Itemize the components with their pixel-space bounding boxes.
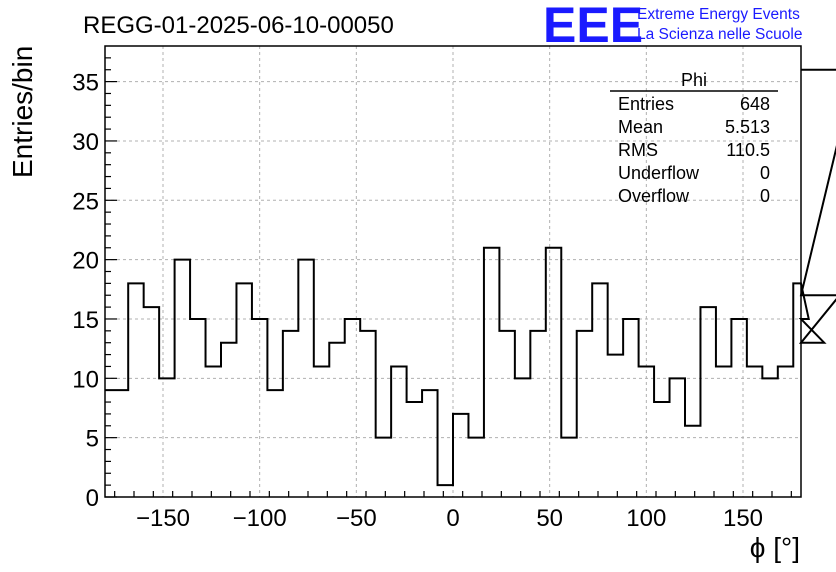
- histogram-bin: [345, 319, 360, 497]
- x-tick-labels: −150 −100 −50 0 50 100 150: [136, 505, 763, 532]
- eee-logo-line1: Extreme Energy Events: [637, 6, 800, 23]
- x-tick-label: −150: [136, 505, 190, 532]
- stats-mean-value: 5.513: [725, 117, 770, 137]
- y-tick-label: 5: [86, 426, 99, 453]
- eee-logo-line2: La Scienza nelle Scuole: [637, 26, 802, 43]
- histogram-bin: [515, 378, 530, 497]
- y-tick-label: 15: [72, 307, 99, 334]
- stats-mean-label: Mean: [618, 117, 663, 137]
- histogram-bin: [453, 414, 468, 497]
- histogram-bin: [144, 307, 159, 497]
- histogram-bin: [716, 366, 731, 497]
- x-tick-label: 100: [626, 505, 666, 532]
- stats-overflow-label: Overflow: [618, 186, 690, 206]
- histogram-bin: [422, 390, 437, 497]
- histogram-bin: [577, 331, 592, 497]
- histogram-bin: [267, 390, 282, 497]
- x-tick-label: −100: [233, 505, 287, 532]
- stats-overflow-value: 0: [760, 186, 770, 206]
- histogram-bin: [283, 331, 298, 497]
- x-tick-label: −50: [336, 505, 377, 532]
- histogram-bin: [530, 331, 545, 497]
- histogram-bin: [747, 366, 762, 497]
- histogram-bin: [438, 485, 453, 497]
- histogram-bin: [314, 366, 329, 497]
- histogram-bin: [731, 319, 746, 497]
- histogram-bin: [546, 248, 561, 497]
- y-tick-label: 25: [72, 188, 99, 215]
- histogram-bin: [391, 366, 406, 497]
- stats-box-name: Phi: [681, 70, 707, 90]
- histogram-bin: [128, 283, 143, 497]
- histogram-bin: [592, 283, 607, 497]
- histogram-series: [105, 68, 836, 497]
- histogram-bin: [206, 366, 221, 497]
- y-tick-label: 20: [72, 248, 99, 275]
- y-axis-title: Entries/bin: [7, 46, 38, 178]
- histogram-bin: [499, 331, 514, 497]
- histogram-outline: [105, 68, 836, 487]
- histogram-bin: [113, 390, 128, 497]
- stats-box: Phi Entries 648 Mean 5.513 RMS 110.5 Und…: [610, 70, 778, 206]
- histogram-bin: [700, 307, 715, 497]
- histogram-bin: [793, 283, 801, 497]
- chart-title: REGG-01-2025-06-10-00050: [83, 12, 394, 39]
- histogram-bin: [778, 366, 793, 497]
- histogram-bin: [608, 355, 623, 497]
- histogram-bin: [654, 402, 669, 497]
- histogram-bin: [360, 331, 375, 497]
- x-tick-label: 50: [536, 505, 563, 532]
- y-tick-label: 10: [72, 366, 99, 393]
- stats-underflow-label: Underflow: [618, 163, 700, 183]
- histogram-bin: [623, 319, 638, 497]
- histogram-bin: [407, 402, 422, 497]
- stats-entries-label: Entries: [618, 94, 674, 114]
- y-tick-labels: 0 5 10 15 20 25 30 35: [72, 70, 99, 512]
- grid-lines: [105, 46, 801, 497]
- eee-logo-mark: EEE: [543, 0, 643, 53]
- histogram-bin: [221, 343, 236, 497]
- histogram-bin: [376, 438, 391, 497]
- histogram-bin: [561, 438, 576, 497]
- stats-rms-label: RMS: [618, 140, 658, 160]
- stats-rms-value: 110.5: [726, 140, 770, 160]
- stats-underflow-value: 0: [760, 163, 770, 183]
- histogram-bin: [484, 248, 499, 497]
- histogram-bin: [468, 438, 483, 497]
- histogram-bin: [685, 426, 700, 497]
- histogram-bin: [762, 378, 777, 497]
- x-tick-label: 150: [723, 505, 763, 532]
- stats-entries-value: 648: [740, 94, 770, 114]
- x-axis-title: ϕ [°]: [750, 532, 800, 563]
- histogram-bin: [175, 260, 190, 497]
- y-tick-label: 30: [72, 129, 99, 156]
- y-tick-label: 35: [72, 70, 99, 97]
- y-tick-label: 0: [86, 485, 99, 512]
- axis-ticks: [105, 57, 792, 498]
- x-tick-label: 0: [446, 505, 459, 532]
- histogram-bin: [236, 283, 251, 497]
- histogram-bin: [329, 343, 344, 497]
- histogram-bin: [190, 319, 205, 497]
